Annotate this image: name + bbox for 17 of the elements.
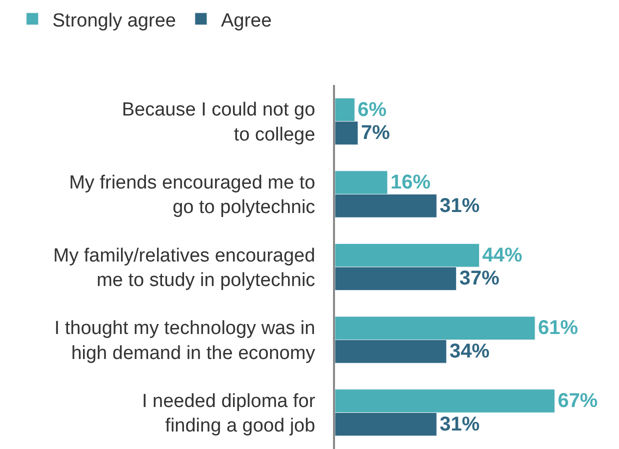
- data-label: 31%: [440, 413, 480, 436]
- data-label: 67%: [558, 390, 598, 412]
- legend-label: Strongly agree: [52, 10, 176, 32]
- data-label: 31%: [440, 194, 480, 217]
- data-label: 7%: [360, 122, 390, 144]
- data-label: 37%: [459, 268, 500, 290]
- legend-label: Agree: [220, 10, 272, 32]
- y-tick-label: I thought my technology was in high demand in the economy: [54, 318, 316, 364]
- data-label: 6%: [358, 98, 387, 121]
- y-tick-label: I needed diploma for finding a good job: [142, 390, 316, 437]
- data-label: 16%: [390, 172, 431, 194]
- y-tick-label: Because I could not go to college: [122, 100, 316, 146]
- y-tick-label: My family/relatives encouraged me to study in polytechnic: [53, 245, 316, 291]
- data-label: 44%: [482, 244, 523, 266]
- data-label: 34%: [449, 340, 490, 362]
- y-tick-label: My friends encouraged me to go to polytechnic: [69, 172, 316, 218]
- data-label: 61%: [538, 317, 578, 340]
